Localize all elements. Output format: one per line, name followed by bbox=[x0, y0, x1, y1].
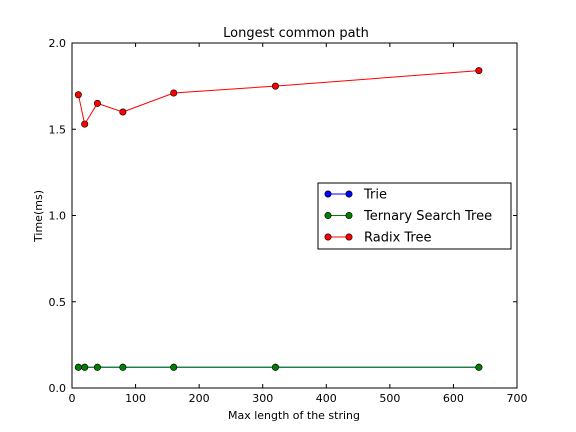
data-point bbox=[475, 67, 483, 75]
data-point bbox=[74, 363, 82, 371]
x-tick-label: 400 bbox=[316, 392, 337, 405]
legend-marker bbox=[345, 190, 353, 198]
legend-item: Ternary Search Tree bbox=[324, 209, 492, 224]
series-1 bbox=[74, 363, 483, 371]
x-tick-label: 700 bbox=[507, 392, 528, 405]
y-tick-label: 0.5 bbox=[49, 296, 67, 309]
series-2 bbox=[74, 67, 483, 128]
legend: Trie Ternary Search Tree Radix Tree bbox=[317, 182, 512, 250]
plot-area bbox=[74, 67, 483, 371]
x-tick-label: 0 bbox=[69, 392, 76, 405]
x-tick-label: 200 bbox=[189, 392, 210, 405]
x-tick-label: 500 bbox=[379, 392, 400, 405]
y-tick-label: 1.0 bbox=[49, 210, 67, 223]
chart-title: Longest common path bbox=[223, 26, 369, 41]
data-point bbox=[170, 363, 178, 371]
legend-label: Ternary Search Tree bbox=[363, 209, 492, 224]
y-tick-label: 1.5 bbox=[49, 123, 67, 136]
data-point bbox=[475, 363, 483, 371]
y-tick-label: 2.0 bbox=[49, 37, 67, 50]
legend-marker bbox=[345, 233, 353, 241]
x-axis: 0 100 200 300 400 500 600 700 bbox=[69, 43, 528, 405]
legend-label: Radix Tree bbox=[364, 231, 432, 246]
legend-item: Radix Tree bbox=[324, 231, 432, 246]
legend-item: Trie bbox=[324, 188, 387, 203]
x-tick-label: 600 bbox=[443, 392, 464, 405]
series-line bbox=[77, 70, 479, 126]
data-point bbox=[271, 363, 279, 371]
data-point bbox=[271, 82, 279, 90]
data-point bbox=[81, 363, 89, 371]
data-point bbox=[93, 363, 101, 371]
data-point bbox=[93, 99, 101, 107]
data-point bbox=[170, 89, 178, 97]
x-tick-label: 100 bbox=[125, 392, 146, 405]
y-tick-label: 0.0 bbox=[49, 382, 67, 395]
legend-marker bbox=[324, 233, 332, 241]
x-tick-label: 300 bbox=[252, 392, 273, 405]
legend-label: Trie bbox=[363, 188, 387, 203]
data-point bbox=[74, 91, 82, 99]
legend-marker bbox=[324, 190, 332, 198]
y-axis-label: Time(ms) bbox=[32, 190, 45, 243]
data-point bbox=[119, 363, 127, 371]
y-axis: 0.0 0.5 1.0 1.5 2.0 bbox=[49, 37, 517, 395]
data-point bbox=[81, 120, 89, 128]
x-axis-label: Max length of the string bbox=[228, 409, 360, 422]
legend-marker bbox=[324, 212, 332, 220]
data-point bbox=[119, 108, 127, 116]
legend-marker bbox=[345, 212, 353, 220]
